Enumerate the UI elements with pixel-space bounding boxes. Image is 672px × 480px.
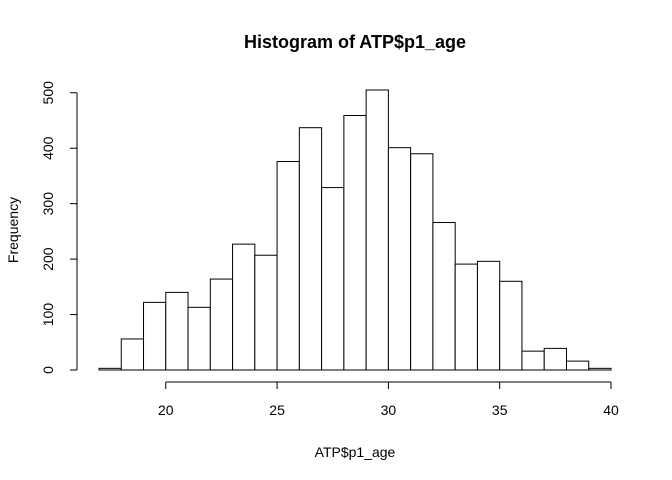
histogram-bar	[454, 263, 478, 371]
y-tick-label: 100	[40, 303, 56, 327]
y-tick-label: 300	[40, 192, 56, 216]
histogram-bar	[254, 254, 278, 371]
histogram-bar	[298, 127, 323, 371]
x-tick-label: 30	[381, 402, 397, 418]
chart-title: Histogram of ATP$p1_age	[244, 32, 466, 52]
y-axis-label: Frequency	[5, 197, 21, 263]
histogram-bar	[120, 338, 145, 371]
histogram-bar	[98, 367, 122, 371]
histogram-bar	[476, 260, 501, 371]
histogram-bar	[276, 161, 300, 371]
histogram-bar	[187, 306, 211, 371]
histogram-bar	[165, 291, 189, 371]
histogram-bar	[143, 301, 167, 371]
x-axis: 20 25 30 35 40	[158, 381, 619, 418]
histogram-bar	[321, 187, 345, 371]
histogram-bar	[232, 243, 256, 371]
x-tick-label: 35	[492, 402, 508, 418]
x-tick-label: 20	[158, 402, 174, 418]
y-tick-label: 400	[40, 136, 56, 160]
y-tick-label: 0	[40, 366, 56, 374]
x-tick-label: 25	[269, 402, 285, 418]
histogram-bar	[543, 347, 567, 371]
x-tick-label: 40	[603, 402, 619, 418]
y-tick-label: 500	[40, 81, 56, 105]
histogram-bar	[521, 350, 545, 371]
x-axis-label: ATP$p1_age	[315, 444, 396, 460]
histogram-bar	[343, 115, 367, 371]
y-tick-label: 200	[40, 247, 56, 271]
histogram-bar	[365, 89, 389, 371]
histogram-bar	[432, 222, 456, 371]
histogram-bar	[588, 367, 612, 371]
histogram-bar	[565, 360, 590, 371]
bars-group	[98, 89, 612, 371]
y-axis: 0 100 200 300 400 500	[40, 81, 78, 374]
histogram-bar	[209, 278, 234, 371]
histogram-bar	[410, 153, 434, 371]
histogram-bar	[499, 280, 523, 371]
histogram-bar	[387, 147, 412, 371]
